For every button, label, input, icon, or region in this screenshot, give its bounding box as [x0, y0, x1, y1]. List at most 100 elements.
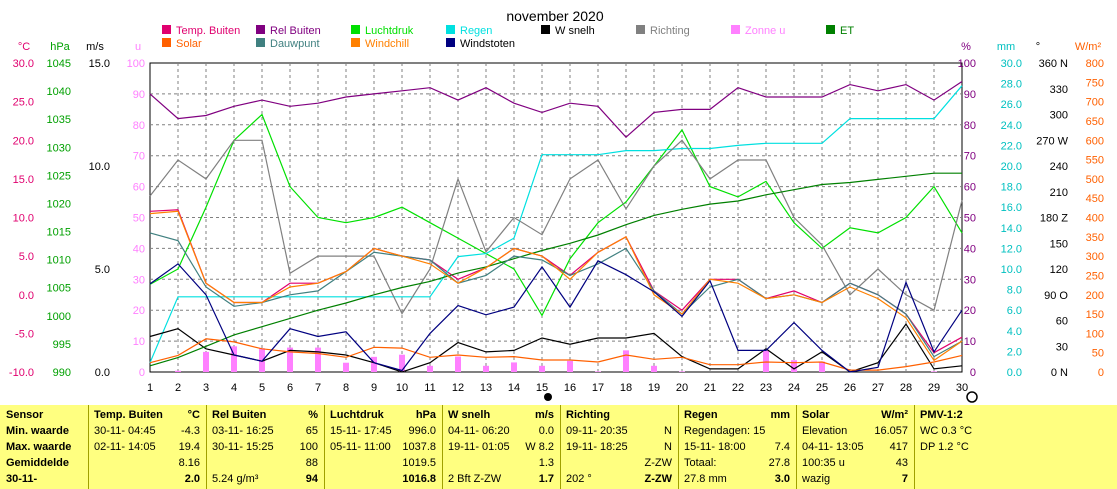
stats-column-wind: W snelh m/s 04-11- 06:20 0.0 19-11- 01:05 W 8…	[442, 405, 561, 489]
x-tick-label: 26	[844, 382, 856, 394]
solar_wm2-tick-label: 700	[1086, 97, 1104, 109]
stats-cell-value: N	[664, 441, 672, 453]
sunshine-bar	[427, 365, 433, 372]
rain_mm-tick-label: 26.0	[1001, 99, 1022, 111]
stats-unit: °C	[187, 409, 200, 421]
stats-cell-value: 100	[299, 441, 318, 453]
rain_mm-tick-label: 14.0	[1001, 223, 1022, 235]
rain_mm-tick-label: 8.0	[1007, 285, 1022, 297]
stats-row-label: Max. waarde	[6, 441, 72, 453]
x-tick-label: 13	[480, 382, 492, 394]
stats-cell-time: 15-11- 18:00	[684, 441, 746, 453]
series-lines	[149, 81, 963, 373]
series-line-rel-buiten	[149, 81, 963, 139]
sunshine-bar	[231, 346, 237, 372]
rain_mm-tick-label: 20.0	[1001, 161, 1022, 173]
stats-cell-value: N	[664, 425, 672, 437]
stats-cell-value: 43	[895, 457, 908, 469]
sunshine-bar	[259, 348, 265, 372]
stats-cell-time: 30-11- 04:45	[94, 425, 156, 437]
stats-cell-time: 03-11- 16:25	[212, 425, 274, 437]
sun_u-tick-label: 40	[133, 243, 145, 255]
stats-cell-value: 1016.8	[402, 473, 436, 485]
chart-axes: 1 2 3 4 5 6 7 8 9 10 11 12 13 14 15 16 17 18 19 20 21 22 23 24 2…	[9, 41, 1104, 394]
solar_wm2-tick-label: 400	[1086, 213, 1104, 225]
x-tick-label: 20	[676, 382, 688, 394]
stats-cell-value: 1019.5	[402, 457, 436, 469]
stats-column-regen: Regen mm Regendagen: 15 15-11- 18:00 7.4 Tota…	[678, 405, 797, 489]
sun_u-tick-label: 50	[133, 213, 145, 225]
stats-cell-time: 202 °	[566, 473, 592, 485]
stats-cell-time: 05-11- 11:00	[330, 441, 391, 453]
stats-cell-time: Elevation	[802, 425, 848, 437]
temp_c-tick-label: -10.0	[9, 367, 34, 379]
stats-header: Temp. Buiten	[94, 409, 163, 421]
pressure_hpa-tick-label: 1035	[47, 114, 71, 126]
legend-label: Zonne u	[745, 25, 785, 37]
solar_wm2-tick-label: 150	[1086, 309, 1104, 321]
series-line-regen	[149, 85, 963, 363]
stats-cell-value: 417	[889, 441, 908, 453]
sunshine-bar	[399, 354, 405, 372]
legend-label: Rel Buiten	[270, 25, 321, 37]
x-tick-label: 11	[424, 382, 435, 394]
stats-cell-time: 27.8 mm	[684, 473, 727, 485]
sun_u-axis-unit: u	[135, 41, 141, 53]
stats-cell-value: 16.057	[874, 425, 908, 437]
legend-label: Luchtdruk	[365, 25, 414, 37]
rain_mm-tick-label: 28.0	[1001, 79, 1022, 91]
solar_wm2-tick-label: 800	[1086, 58, 1104, 70]
stats-cell-value: Z-ZW	[644, 457, 672, 469]
stats-column-pmv: PMV-1:2 WC 0.3 °C DP 1.2 °C	[914, 405, 1117, 489]
wind_ms-tick-label: 10.0	[89, 161, 110, 173]
stats-unit: %	[308, 409, 318, 421]
pressure_hpa-tick-label: 995	[53, 339, 71, 351]
humidity_pct-tick-label: 40	[964, 243, 976, 255]
stats-header: Sensor	[6, 409, 44, 421]
sun_u-tick-label: 30	[133, 274, 145, 286]
stats-cell-value: 1.3	[538, 457, 554, 469]
solar_wm2-tick-label: 650	[1086, 116, 1104, 128]
legend-swatch	[731, 25, 740, 34]
direction_deg-tick-label: 360 N	[1039, 58, 1068, 70]
stats-cell-time: 09-11- 20:35	[566, 425, 628, 437]
stats-cell-value: 65	[305, 425, 318, 437]
sunshine-bar	[175, 370, 181, 372]
sunshine-bar	[483, 365, 489, 372]
stats-cell-time: 15-11- 17:45	[330, 425, 392, 437]
sun_u-tick-label: 90	[133, 89, 145, 101]
direction_deg-tick-label: 120	[1050, 264, 1068, 276]
legend-swatch	[162, 25, 171, 34]
stats-cell-value: 2.0	[184, 473, 200, 485]
sunshine-bar	[203, 351, 209, 372]
sunshine-bars	[175, 346, 937, 372]
temp_c-tick-label: 30.0	[13, 58, 34, 70]
humidity_pct-tick-label: 30	[964, 274, 976, 286]
stats-cell-time: 04-11- 06:20	[448, 425, 510, 437]
sunshine-bar	[819, 361, 825, 372]
rain_mm-tick-label: 6.0	[1007, 305, 1022, 317]
legend-swatch	[351, 25, 360, 34]
x-tick-label: 14	[508, 382, 520, 394]
x-tick-label: 22	[732, 382, 744, 394]
legend-swatch	[256, 25, 265, 34]
legend-label: W snelh	[555, 25, 595, 37]
direction_deg-tick-label: 240	[1050, 161, 1068, 173]
direction_deg-axis-unit: °	[1036, 41, 1040, 53]
stats-cell-time: 2 Bft Z-ZW	[448, 473, 502, 485]
legend-swatch	[351, 38, 360, 47]
pressure_hpa-tick-label: 1005	[47, 283, 71, 295]
x-tick-label: 25	[816, 382, 828, 394]
x-tick-label: 10	[396, 382, 408, 394]
humidity_pct-tick-label: 50	[964, 213, 976, 225]
direction_deg-tick-label: 270 W	[1036, 135, 1068, 147]
stats-cell-time: wazig	[802, 473, 831, 485]
sunshine-bar	[539, 365, 545, 372]
rain_mm-tick-label: 2.0	[1007, 346, 1022, 358]
stats-cell-time: 04-11- 13:05	[802, 441, 864, 453]
solar_wm2-tick-label: 300	[1086, 251, 1104, 263]
legend-swatch	[826, 25, 835, 34]
legend-label: Dauwpunt	[270, 38, 320, 50]
rain_mm-tick-label: 22.0	[1001, 140, 1022, 152]
